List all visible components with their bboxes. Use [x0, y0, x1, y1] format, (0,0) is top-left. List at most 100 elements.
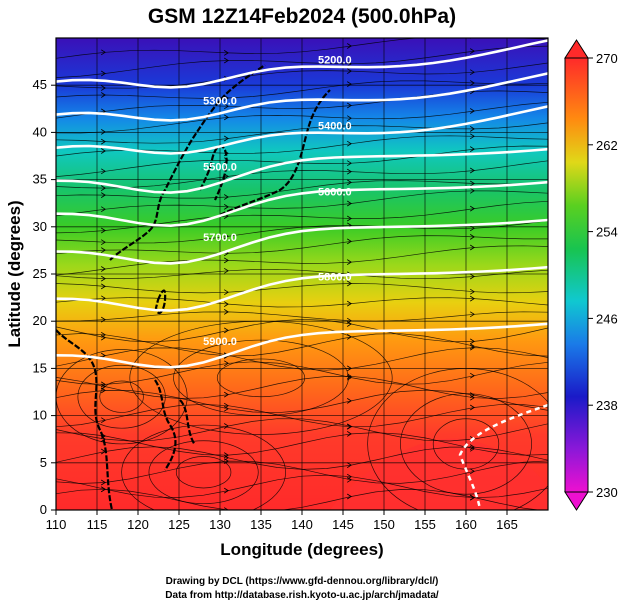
streamline-arrow: [100, 206, 106, 213]
height-contour-line: [56, 147, 548, 194]
streamline-arrow: [346, 476, 352, 483]
streamline-arrow: [469, 338, 475, 345]
streamline-arrow: [100, 185, 106, 191]
streamline-arrow: [100, 316, 106, 323]
streamline: [56, 297, 548, 308]
coastline-asia-mainland: [109, 64, 266, 261]
streamline-arrow: [346, 215, 352, 222]
streamline-arrow: [100, 192, 106, 198]
height-contour-label: 5200.0: [318, 54, 352, 66]
streamline-arrow: [346, 102, 352, 109]
streamline-arrow: [223, 405, 229, 412]
streamline: [56, 200, 548, 234]
streamline-arrow: [469, 404, 475, 411]
coastline-japan: [219, 89, 331, 216]
streamline: [56, 375, 548, 399]
streamline-arrow: [223, 257, 229, 264]
eddy-streamline: [77, 364, 166, 429]
streamline-arrow: [346, 423, 352, 430]
streamline: [56, 80, 548, 99]
streamline: [56, 122, 548, 144]
streamline-arrow: [346, 259, 352, 265]
streamline-arrow: [223, 507, 229, 510]
map-plot-area: 5200.0 5300.0 5400.0 5500.0 5600.0 5700.0 5800…: [56, 38, 548, 510]
streamline: [56, 145, 548, 177]
streamline-arrow: [346, 179, 352, 186]
x-tick-label: 125: [168, 517, 190, 532]
eddy-streamline: [121, 424, 286, 510]
streamline-arrow: [346, 423, 352, 430]
y-tick-label: 20: [33, 313, 47, 328]
streamline-arrow: [223, 423, 229, 429]
streamline-arrow: [469, 343, 475, 350]
streamline-arrow: [100, 85, 106, 91]
streamline: [56, 160, 548, 189]
credit-data-source: Data from http://database.rish.kyoto-u.a…: [165, 590, 439, 601]
streamline-arrow: [100, 138, 106, 145]
height-contour-label: 5300.0: [203, 95, 237, 107]
eddy-streamline: [129, 320, 393, 435]
streamline-arrow: [223, 267, 229, 274]
streamline: [56, 347, 548, 371]
streamline-arrow: [346, 200, 352, 207]
streamline-arrow: [100, 486, 106, 493]
streamline-arrow: [469, 126, 475, 132]
height-contour-label: 5900.0: [203, 336, 237, 348]
height-contour-label: 5400.0: [318, 120, 352, 132]
streamline-arrow: [223, 233, 229, 240]
streamline-arrow: [223, 103, 229, 110]
x-tick-label: 135: [250, 517, 272, 532]
eddy-streamline: [400, 393, 532, 495]
streamline-arrow: [469, 187, 475, 194]
colorbar-tick-label: 246: [596, 311, 618, 326]
y-tick-label: 45: [33, 77, 47, 92]
streamline: [56, 45, 548, 78]
streamline: [56, 418, 548, 442]
streamline-arrow: [469, 80, 475, 86]
height-contour-label: 5800.0: [318, 271, 352, 283]
streamline-arrow: [346, 140, 352, 147]
x-tick-label: 130: [209, 517, 231, 532]
streamline: [56, 245, 548, 276]
coastline-indochina: [56, 329, 114, 510]
x-axis-label: Longitude (degrees): [220, 540, 383, 559]
streamline-arrow: [469, 244, 475, 251]
streamline: [56, 62, 548, 89]
x-tick-label: 140: [291, 517, 313, 532]
streamline-arrow: [346, 238, 352, 245]
streamline-arrow: [100, 92, 106, 98]
streamline-arrow: [346, 122, 352, 129]
streamline-arrow: [346, 317, 352, 324]
streamline: [56, 101, 548, 134]
streamline-arrow: [469, 225, 475, 232]
wind-streamlines: [56, 38, 548, 510]
streamline-arrow: [100, 129, 106, 135]
eddy-streamline: [216, 358, 306, 398]
streamline-arrow: [100, 295, 106, 302]
x-tick-label: 155: [414, 517, 436, 532]
streamline: [56, 38, 548, 59]
colorbar-tick-label: 254: [596, 225, 618, 240]
streamline-arrow: [100, 381, 106, 388]
height-contour-line: [56, 265, 548, 312]
colorbar-ticks: 270 262 254 246 238 230: [588, 51, 618, 500]
y-tick-label: 10: [33, 408, 47, 423]
x-tick-label: 160: [455, 517, 477, 532]
colorbar-bottom-arrow: [564, 491, 589, 511]
streamline-arrow: [469, 133, 475, 140]
streamline-arrow: [469, 69, 475, 76]
streamline-arrow: [469, 48, 475, 54]
streamline-arrow: [100, 417, 106, 424]
streamline-arrow: [346, 398, 352, 404]
streamline-arrow: [346, 168, 352, 175]
streamline-arrow: [100, 479, 106, 486]
height-contour-line: [56, 322, 548, 369]
height-contour-label: 5500.0: [203, 161, 237, 173]
streamline-arrow: [469, 205, 475, 212]
streamline-arrow: [346, 365, 352, 372]
coastline-philippines: [154, 379, 196, 471]
x-tick-label: 165: [496, 517, 518, 532]
streamline-arrow: [346, 462, 352, 468]
streamline-arrow: [223, 301, 229, 307]
streamline: [56, 283, 548, 294]
